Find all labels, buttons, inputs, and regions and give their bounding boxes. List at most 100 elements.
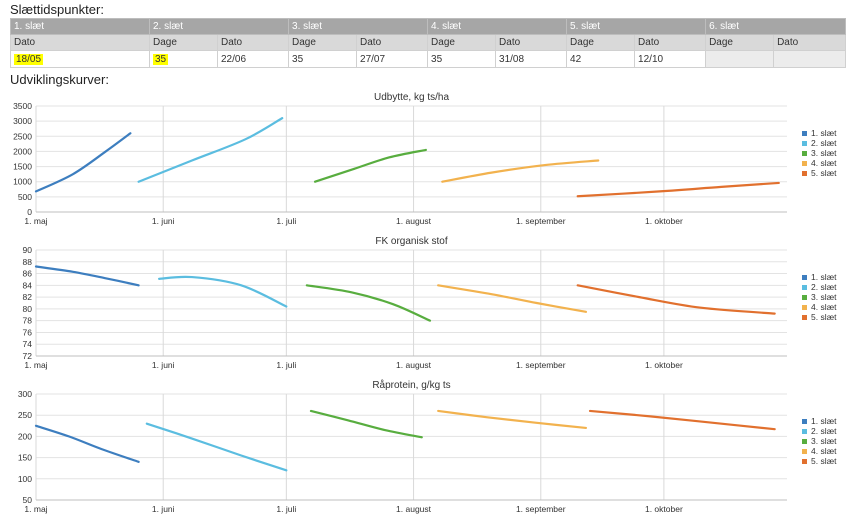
legend-label-4-slaet: 4. slæt [811,158,837,168]
subheader-date: Dato [10,34,150,51]
legend-label-5-slaet: 5. slæt [811,312,837,322]
series-line-4-slaet [437,284,588,313]
chart-protein: Råprotein, g/kg ts 50 100 150 200 250 300 1. ma… [0,376,850,518]
header-cut-4: 4. slæt [427,18,568,35]
legend-label-5-slaet: 5. slæt [811,456,837,466]
y-tick-label: 300 [18,389,32,399]
subheader-days: Dage [566,34,636,51]
x-tick-label: 1. maj [24,216,47,226]
header-cut-3: 3. slæt [288,18,429,35]
y-tick-label: 250 [18,410,32,420]
y-tick-label: 200 [18,431,32,441]
legend-swatch-4-slaet [802,449,807,454]
series-line-5-slaet [588,409,776,431]
cut-4-date-value: 31/08 [495,50,568,68]
x-tick-label: 1. august [396,360,432,370]
chart-yield: Udbytte, kg ts/ha 0 500 1000 1500 2000 2500 300… [0,88,850,230]
curves-heading: Udviklingskurver: [10,72,109,87]
series-line-2-slaet [137,117,284,183]
chart-title: Udbytte, kg ts/ha [374,92,449,103]
y-tick-label: 1500 [13,162,32,172]
subheader-date: Dato [634,34,707,51]
cut-6-days-value[interactable] [705,50,775,68]
header-cut-6: 6. slæt [705,18,847,35]
x-tick-label: 1. august [396,504,432,514]
cut-1-date-value[interactable]: 18/05 [14,53,44,65]
series-line-3-slaet [309,409,423,439]
x-tick-label: 1. september [516,216,566,226]
legend-swatch-3-slaet [802,295,807,300]
x-tick-label: 1. juli [276,504,296,514]
legend-swatch-2-slaet [802,429,807,434]
cut-3-date-value: 27/07 [356,50,429,68]
series-line-1-slaet [34,132,132,193]
y-tick-label: 76 [23,327,33,337]
x-tick-label: 1. juni [152,504,175,514]
legend-swatch-2-slaet [802,141,807,146]
legend-swatch-5-slaet [802,459,807,464]
cut-1-date-cell[interactable]: 18/05 [10,50,150,68]
y-tick-label: 100 [18,474,32,484]
chart-yield-svg: Udbytte, kg ts/ha 0 500 1000 1500 2000 2500 300… [13,92,837,226]
y-tick-label: 0 [27,207,32,217]
subheader-date: Dato [773,34,847,51]
legend-label-1-slaet: 1. slæt [811,416,837,426]
y-tick-label: 88 [23,257,33,267]
cut-2-date-value: 22/06 [216,50,290,68]
x-tick-label: 1. maj [24,504,47,514]
series-line-3-slaet [305,284,432,322]
legend-swatch-5-slaet [802,315,807,320]
cut-2-days-value[interactable]: 35 [153,53,169,65]
legend-swatch-2-slaet [802,285,807,290]
legend-swatch-1-slaet [802,419,807,424]
cut-5-days-value[interactable]: 42 [566,50,636,68]
y-tick-label: 2500 [13,131,32,141]
legend-label-4-slaet: 4. slæt [811,302,837,312]
x-tick-label: 1. oktober [645,360,683,370]
legend-swatch-1-slaet [802,275,807,280]
legend-label-1-slaet: 1. slæt [811,128,837,138]
subheader-days: Dage [427,34,497,51]
subheader-date: Dato [495,34,568,51]
x-tick-label: 1. oktober [645,504,683,514]
cut-6-date-value [773,50,847,68]
legend-label-5-slaet: 5. slæt [811,168,837,178]
cut-5-date-value: 12/10 [634,50,707,68]
y-tick-label: 72 [23,351,33,361]
cut-times-table: 1. slæt 2. slæt 3. slæt 4. slæt 5. slæt … [10,18,847,68]
y-tick-label: 84 [23,280,33,290]
x-tick-label: 1. juni [152,360,175,370]
x-tick-label: 1. maj [24,360,47,370]
cut-2-days-cell[interactable]: 35 [149,50,218,68]
legend-label-1-slaet: 1. slæt [811,272,837,282]
legend-swatch-4-slaet [802,305,807,310]
subheader-date: Dato [356,34,429,51]
x-tick-label: 1. juli [276,216,296,226]
legend-label-3-slaet: 3. slæt [811,292,837,302]
series-line-3-slaet [313,148,427,183]
series-line-2-slaet [158,275,288,308]
cut-times-heading: Slættidspunkter: [10,2,104,17]
y-tick-label: 80 [23,304,33,314]
y-tick-label: 2000 [13,146,32,156]
legend-swatch-5-slaet [802,171,807,176]
y-tick-label: 90 [23,245,33,255]
subheader-days: Dage [288,34,358,51]
y-tick-label: 150 [18,453,32,463]
subheader-date: Dato [216,34,290,51]
cut-4-days-value[interactable]: 35 [427,50,497,68]
y-tick-label: 500 [18,192,32,202]
y-tick-label: 1000 [13,177,32,187]
chart-title: Råprotein, g/kg ts [372,379,450,391]
series-line-2-slaet [145,422,288,472]
series-line-1-slaet [34,265,140,287]
header-cut-2: 2. slæt [148,18,290,35]
x-tick-label: 1. juni [152,216,175,226]
x-tick-label: 1. september [516,360,566,370]
subheader-days: Dage [149,34,218,51]
x-tick-label: 1. september [516,504,566,514]
series-line-5-slaet [576,181,780,198]
legend-label-3-slaet: 3. slæt [811,436,837,446]
y-tick-label: 82 [23,292,33,302]
cut-3-days-value[interactable]: 35 [288,50,358,68]
